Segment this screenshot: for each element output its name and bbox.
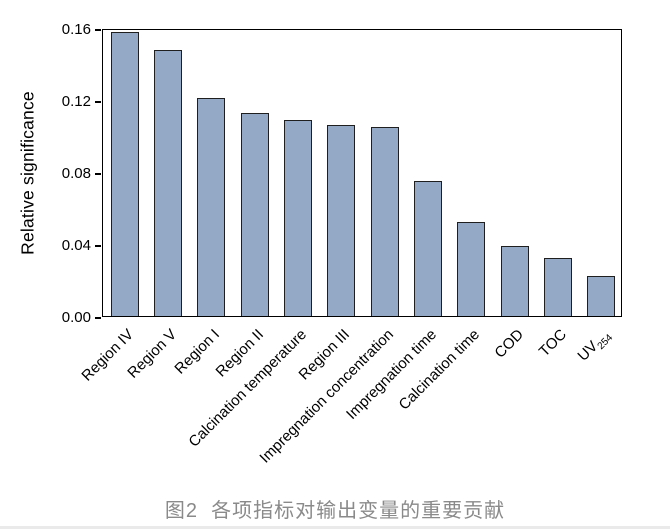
y-axis-tick-mark [95, 317, 102, 319]
y-axis-tick-label: 0.00 [61, 309, 91, 326]
y-axis-tick-label: 0.16 [61, 21, 91, 38]
y-axis-tick-mark [95, 29, 102, 31]
bar-cod [500, 245, 529, 316]
y-axis-tick-label: 0.12 [61, 93, 91, 110]
bar-region-iii [327, 125, 356, 316]
y-axis-tick-mark [95, 245, 102, 247]
y-axis-tick-label: 0.08 [61, 165, 91, 182]
bar-region-i [197, 98, 226, 316]
bar-toc [544, 258, 572, 316]
bar-uv254 [587, 276, 616, 316]
y-axis-title: Relative significance [17, 91, 38, 255]
y-axis-tick-label: 0.04 [61, 237, 91, 254]
y-axis-tick-mark [95, 101, 102, 103]
bar-region-iv [110, 31, 139, 316]
bar-calcination-temperature [284, 119, 312, 316]
figure-caption: 图2 各项指标对输出变量的重要贡献 [164, 500, 506, 522]
page-edge-strip [0, 526, 670, 529]
bar-region-ii [240, 112, 269, 316]
bar-impregnation-time [414, 181, 442, 316]
bar-impregnation-concentration [370, 127, 399, 316]
bar-calcination-time [457, 222, 486, 316]
y-axis-tick-mark [95, 173, 102, 175]
plot-area: 0.00 0.04 0.08 0.12 0.16 Region IV Region V Reg… [62, 21, 622, 467]
bar-region-v [154, 49, 182, 316]
